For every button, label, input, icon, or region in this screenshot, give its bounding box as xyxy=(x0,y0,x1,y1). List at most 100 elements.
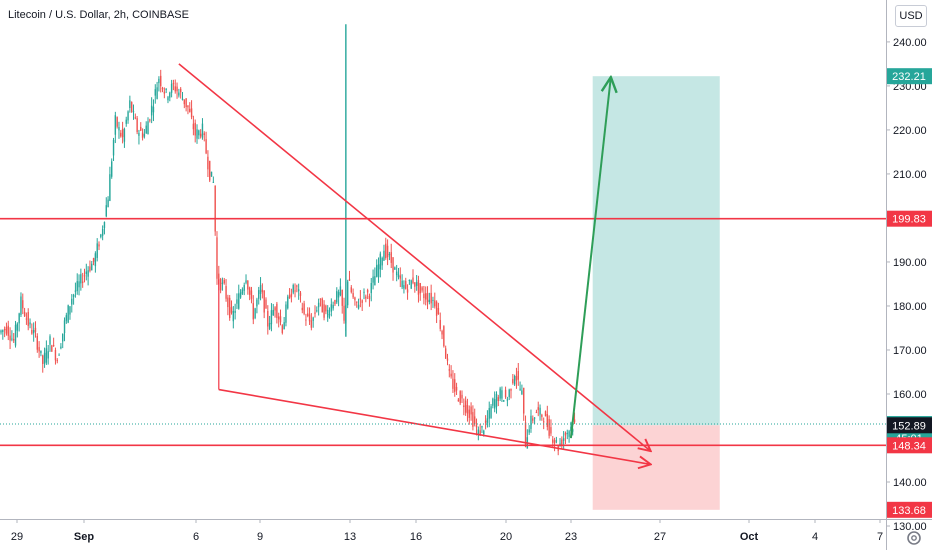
candle-body xyxy=(283,322,285,330)
time-tick-label: Sep xyxy=(74,531,94,543)
candle-body xyxy=(510,388,512,391)
candle-body xyxy=(2,330,4,333)
candle-body xyxy=(174,86,176,92)
candle-body xyxy=(58,354,60,356)
candle-body xyxy=(504,389,507,398)
candle-body xyxy=(32,329,35,334)
price-tick-label: 190.00 xyxy=(893,257,927,269)
candle-body xyxy=(307,313,309,317)
candle-body xyxy=(363,291,365,293)
candle-body xyxy=(285,304,287,323)
candle-body xyxy=(98,244,100,247)
time-tick-label: 7 xyxy=(877,531,883,543)
candle-body xyxy=(470,406,472,415)
candle-body xyxy=(169,92,171,98)
candle-body xyxy=(515,376,518,381)
candle-body xyxy=(334,299,336,305)
candle-body xyxy=(87,270,89,277)
candle-body xyxy=(566,432,568,434)
candle-body xyxy=(263,290,265,313)
settings-gear-icon[interactable] xyxy=(903,527,925,549)
candle-body xyxy=(350,287,352,293)
candle-body xyxy=(401,280,403,288)
candle-body xyxy=(138,132,140,136)
candle-body xyxy=(423,293,425,299)
candle-body xyxy=(425,293,427,300)
candle-body xyxy=(43,352,46,364)
candle-body xyxy=(357,304,360,309)
candle-body xyxy=(403,285,405,289)
candle-body xyxy=(234,310,236,313)
candle-body xyxy=(466,405,469,414)
chart-title: Litecoin / U.S. Dollar, 2h, COINBASE xyxy=(8,9,189,21)
price-tick-label: 160.00 xyxy=(893,389,927,401)
candle-body xyxy=(503,400,505,402)
candle-body xyxy=(76,281,78,292)
candle-body xyxy=(497,397,500,402)
candle-body xyxy=(268,322,271,329)
candle-body xyxy=(490,406,492,418)
candle-body xyxy=(118,126,120,131)
lower-trendline xyxy=(218,388,651,465)
candle-body xyxy=(372,276,374,283)
candle-body xyxy=(336,291,338,303)
candle-body xyxy=(321,298,323,313)
candle-body xyxy=(399,275,401,279)
candle-body xyxy=(209,160,211,181)
candle-body xyxy=(506,399,509,401)
price-label-box xyxy=(887,68,932,85)
candle-body xyxy=(552,439,554,443)
candle-body xyxy=(92,258,95,262)
price-tick-label: 220.00 xyxy=(893,125,927,137)
candle-body xyxy=(181,98,184,100)
candle-body xyxy=(216,237,218,279)
candle-body xyxy=(437,308,440,315)
candle-body xyxy=(11,338,13,340)
candle-body xyxy=(354,297,356,301)
candle-body xyxy=(395,271,398,276)
price-tick-label: 170.00 xyxy=(893,345,927,357)
candle-body xyxy=(80,274,82,284)
candle-body xyxy=(495,394,498,407)
candle-body xyxy=(435,301,438,316)
candle-body xyxy=(374,276,376,286)
candle-body xyxy=(111,161,113,177)
candle-body xyxy=(160,75,162,87)
candle-body xyxy=(486,418,489,423)
time-tick-label: 9 xyxy=(257,531,263,543)
candle-body xyxy=(49,336,51,345)
candle-body xyxy=(150,105,153,116)
candle-body xyxy=(415,282,418,286)
target-zone xyxy=(592,76,720,426)
candle-body xyxy=(276,303,278,319)
candle-body xyxy=(62,333,64,342)
candle-body xyxy=(455,386,458,391)
time-tick-label: 20 xyxy=(500,531,512,543)
candle-body xyxy=(457,399,460,402)
candle-body xyxy=(83,275,86,277)
candle-body xyxy=(519,388,521,390)
candle-body xyxy=(239,292,242,298)
candle-body xyxy=(316,310,318,312)
candle-body xyxy=(356,301,358,303)
candle-body xyxy=(294,290,296,292)
candle-body xyxy=(452,378,454,389)
candle-body xyxy=(397,274,400,278)
candle-body xyxy=(288,295,291,299)
candle-body xyxy=(292,285,294,293)
candle-body xyxy=(341,289,343,306)
candle-body xyxy=(535,412,538,414)
time-tick-label: 16 xyxy=(410,531,422,543)
candle-body xyxy=(339,286,342,296)
candle-body xyxy=(454,379,456,392)
candle-body xyxy=(310,320,313,328)
candle-body xyxy=(267,310,269,327)
candle-body xyxy=(541,414,543,417)
candle-body xyxy=(508,389,510,397)
candle-body xyxy=(212,181,215,183)
candle-body xyxy=(22,300,24,309)
candle-body xyxy=(100,234,102,237)
currency-button[interactable]: USD xyxy=(895,5,927,27)
candle-body xyxy=(323,304,325,318)
